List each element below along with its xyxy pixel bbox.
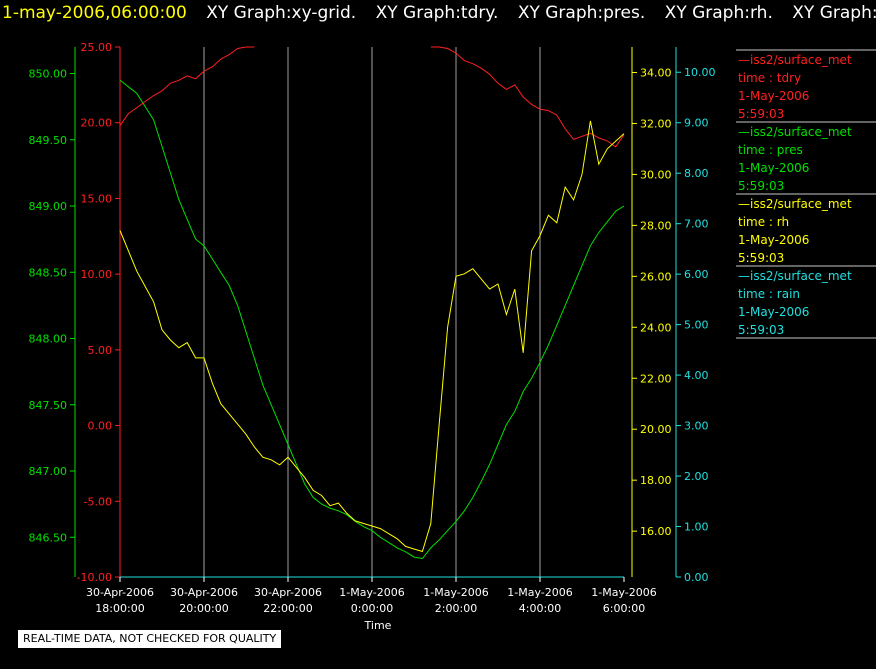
- rain-tick-label-4: 4.00: [684, 369, 709, 382]
- tdry-tick-label-4: 10.00: [81, 268, 113, 281]
- legend-entry-2-line-3: 5:59:03: [738, 251, 784, 265]
- x-tick-time-5: 4:00:00: [519, 602, 561, 615]
- rh-tick-label-0: 16.00: [640, 525, 672, 538]
- rh-series-line: [119, 120, 625, 553]
- x-tick-time-2: 22:00:00: [263, 602, 312, 615]
- pres-tick-label-3: 848.00: [29, 333, 68, 346]
- rain-tick-label-6: 6.00: [684, 268, 709, 281]
- rh-tick-label-5: 26.00: [640, 270, 672, 283]
- legend-entry-2-line-1: time : rh: [738, 215, 789, 229]
- rain-tick-label-5: 5.00: [684, 319, 709, 332]
- pres-tick-label-0: 846.50: [29, 531, 68, 544]
- pres-tick-label-4: 848.50: [29, 266, 68, 279]
- x-tick-time-4: 2:00:00: [435, 602, 477, 615]
- rain-tick-label-0: 0.00: [684, 571, 709, 584]
- x-tick-date-5: 1-May-2006: [507, 586, 572, 599]
- grid-lines: [203, 47, 541, 577]
- rain-tick-label-7: 7.00: [684, 218, 709, 231]
- legend-entry-3-line-1: time : rain: [738, 287, 800, 301]
- legend-entry-0-line-3: 5:59:03: [738, 107, 784, 121]
- rh-tick-label-2: 20.00: [640, 423, 672, 436]
- x-tick-time-1: 20:00:00: [179, 602, 228, 615]
- chart-header: 1-may-2006,06:00:00 XY Graph:xy-grid. XY…: [0, 0, 876, 28]
- x-tick-time-3: 0:00:00: [351, 602, 393, 615]
- legend-entry-3-line-2: 1-May-2006: [738, 305, 809, 319]
- title-rh: XY Graph:rh.: [664, 3, 773, 23]
- legend-entry-1-line-0: —iss2/surface_met: [738, 125, 852, 139]
- x-tick-time-6: 6:00:00: [603, 602, 645, 615]
- rh-tick-label-4: 24.00: [640, 321, 672, 334]
- x-axis-ticks: 30-Apr-2006 18:00:00 30-Apr-2006 20:00:00 30…: [86, 577, 657, 615]
- legend-entry-1-line-1: time : pres: [738, 143, 803, 157]
- pres-tick-label-5: 849.00: [29, 200, 68, 213]
- x-tick-date-4: 1-May-2006: [423, 586, 488, 599]
- tdry-tick-label-2: 0.00: [88, 420, 113, 433]
- pres-tick-label-1: 847.00: [29, 465, 68, 478]
- timestamp: 1-may-2006,06:00:00: [2, 3, 187, 23]
- rain-tick-label-2: 2.00: [684, 470, 709, 483]
- title-tdry: XY Graph:tdry.: [375, 3, 499, 23]
- tdry-tick-label-7: 25.00: [81, 41, 113, 54]
- rh-tick-label-3: 22.00: [640, 372, 672, 385]
- tdry-tick-label-1: -5.00: [84, 495, 112, 508]
- x-tick-date-1: 30-Apr-2006: [170, 586, 238, 599]
- legend-entry-1-line-3: 5:59:03: [738, 179, 784, 193]
- title-rain: XY Graph:rain.: [792, 3, 876, 23]
- tdry-tick-label-0: -10.00: [77, 571, 112, 584]
- legend-entry-3-line-0: —iss2/surface_met: [738, 269, 852, 283]
- rh-tick-label-6: 28.00: [640, 219, 672, 232]
- legend-entry-0-line-1: time : tdry: [738, 71, 801, 85]
- rh-tick-label-8: 32.00: [640, 117, 672, 130]
- tdry-tick-label-5: 15.00: [81, 192, 113, 205]
- rain-tick-label-1: 1.00: [684, 521, 709, 534]
- x-axis-label: Time: [364, 619, 392, 632]
- rain-tick-label-3: 3.00: [684, 420, 709, 433]
- legend-entry-1-line-2: 1-May-2006: [738, 161, 809, 175]
- legend-entry-3-line-3: 5:59:03: [738, 323, 784, 337]
- axes: 846.50 847.00 847.50 848.00 848.50 849.00 849.…: [29, 41, 716, 584]
- x-tick-date-3: 1-May-2006: [339, 586, 404, 599]
- legend-entry-0-line-2: 1-May-2006: [738, 89, 809, 103]
- legend-entry-0-line-0: —iss2/surface_met: [738, 53, 852, 67]
- rain-tick-label-10: 10.00: [684, 66, 716, 79]
- x-tick-time-0: 18:00:00: [95, 602, 144, 615]
- tdry-tick-label-3: 5.00: [88, 344, 113, 357]
- pres-tick-label-2: 847.50: [29, 399, 68, 412]
- title-pres: XY Graph:pres.: [517, 3, 646, 23]
- quality-note: REAL-TIME DATA, NOT CHECKED FOR QUALITY: [18, 630, 282, 648]
- rh-tick-label-9: 34.00: [640, 66, 672, 79]
- pres-tick-label-7: 850.00: [29, 68, 68, 81]
- x-tick-date-2: 30-Apr-2006: [254, 586, 322, 599]
- rh-tick-label-7: 30.00: [640, 168, 672, 181]
- tdry-series-line: [119, 46, 625, 148]
- x-tick-date-0: 30-Apr-2006: [86, 586, 154, 599]
- rain-tick-label-8: 8.00: [684, 167, 709, 180]
- pres-tick-label-6: 849.50: [29, 134, 68, 147]
- x-tick-date-6: 1-May-2006: [591, 586, 656, 599]
- rh-tick-label-1: 18.00: [640, 474, 672, 487]
- legend-entry-2-line-0: —iss2/surface_met: [738, 197, 852, 211]
- pres-series-line: [119, 79, 625, 560]
- title-xy-grid: XY Graph:xy-grid.: [206, 3, 357, 23]
- rain-tick-label-9: 9.00: [684, 117, 709, 130]
- legend-entry-2-line-2: 1-May-2006: [738, 233, 809, 247]
- tdry-tick-label-6: 20.00: [81, 117, 113, 130]
